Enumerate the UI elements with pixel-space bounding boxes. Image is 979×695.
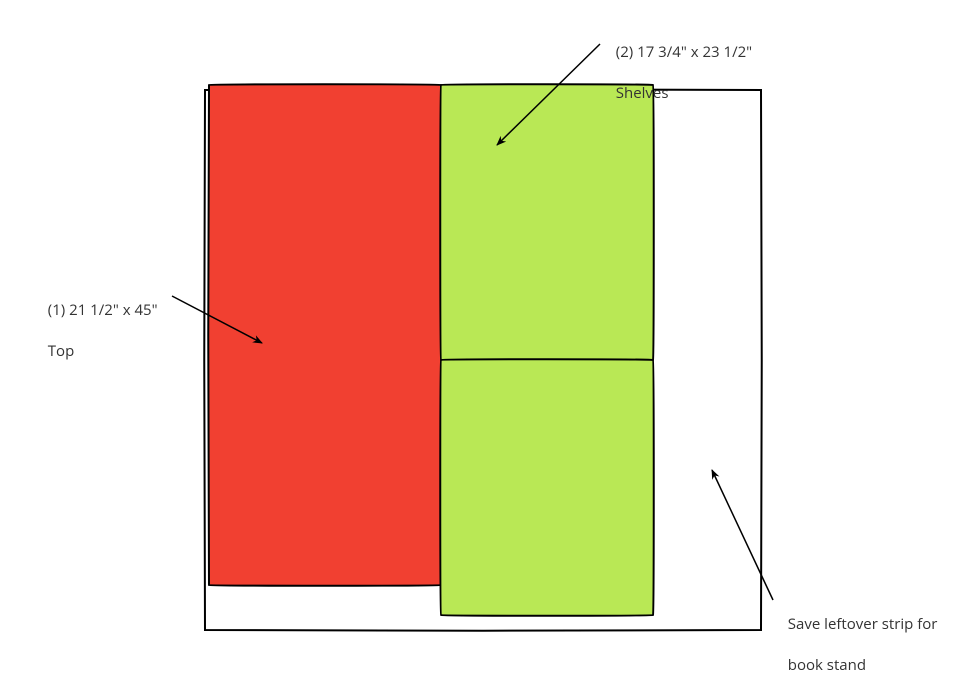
label-top: (1) 21 1/2" x 45" Top <box>40 280 158 361</box>
label-shelves: (2) 17 3/4" x 23 1/2" Shelves <box>608 22 752 103</box>
top-piece <box>208 84 442 586</box>
label-shelves-line2: Shelves <box>616 83 669 103</box>
label-top-line1: (1) 21 1/2" x 45" <box>48 300 158 320</box>
label-leftover-line1: Save leftover strip for <box>788 614 938 634</box>
label-leftover: Save leftover strip for book stand <box>780 594 937 675</box>
shelf-upper <box>440 84 654 361</box>
shelf-lower <box>440 359 654 616</box>
label-top-line2: Top <box>48 341 74 361</box>
label-shelves-line1: (2) 17 3/4" x 23 1/2" <box>616 42 752 62</box>
label-leftover-line2: book stand <box>788 655 866 675</box>
